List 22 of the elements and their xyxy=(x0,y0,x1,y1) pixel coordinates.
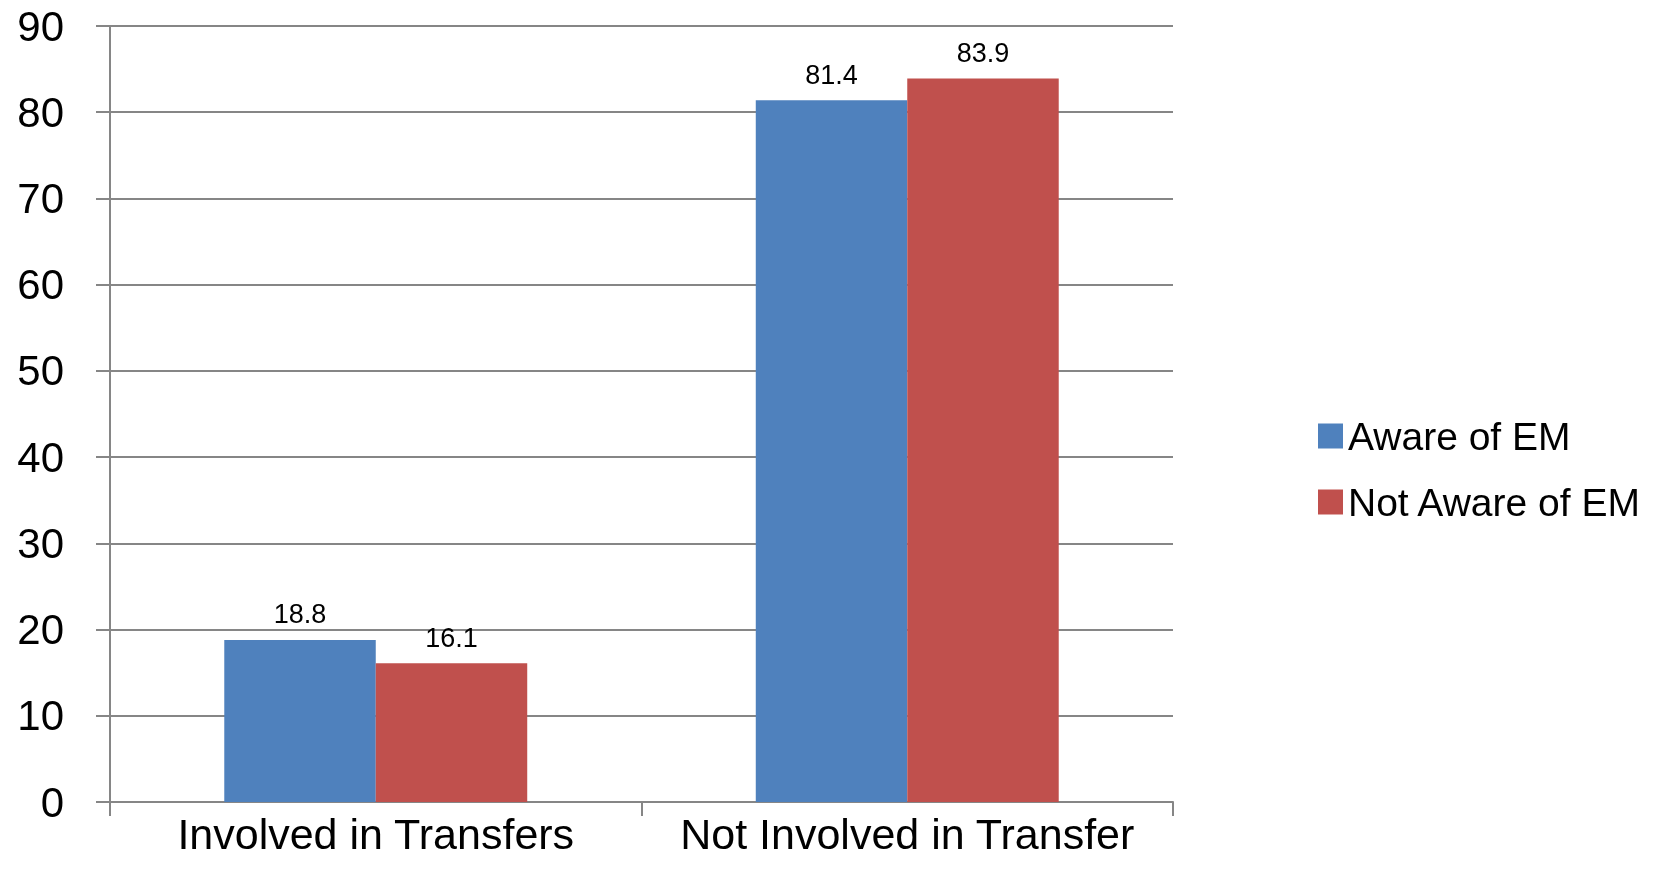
y-tick-label: 60 xyxy=(17,261,64,309)
x-tick-label: Not Involved in Transfer xyxy=(680,809,1135,858)
data-label: 83.9 xyxy=(956,38,1010,69)
data-label: 81.4 xyxy=(805,59,858,90)
bar xyxy=(907,78,1059,802)
legend-label: Not Aware of EM xyxy=(1348,480,1640,524)
y-tick-label: 20 xyxy=(17,606,64,654)
y-tick-label: 10 xyxy=(17,692,64,740)
data-label: 18.8 xyxy=(273,599,327,630)
y-tick-label: 70 xyxy=(17,174,64,222)
y-tick-label: 40 xyxy=(17,433,64,481)
y-tick-label: 50 xyxy=(17,347,64,395)
y-tick-label: 80 xyxy=(17,88,64,136)
bar xyxy=(224,639,376,802)
y-tick-label: 90 xyxy=(17,2,64,50)
legend-label: Aware of EM xyxy=(1348,414,1571,458)
bar xyxy=(375,663,528,802)
x-tick-label: Involved in Transfers xyxy=(177,809,575,858)
data-label: 16.1 xyxy=(425,622,478,653)
y-tick-label: 0 xyxy=(40,778,64,826)
bar xyxy=(755,100,908,802)
y-tick-label: 30 xyxy=(17,519,64,567)
